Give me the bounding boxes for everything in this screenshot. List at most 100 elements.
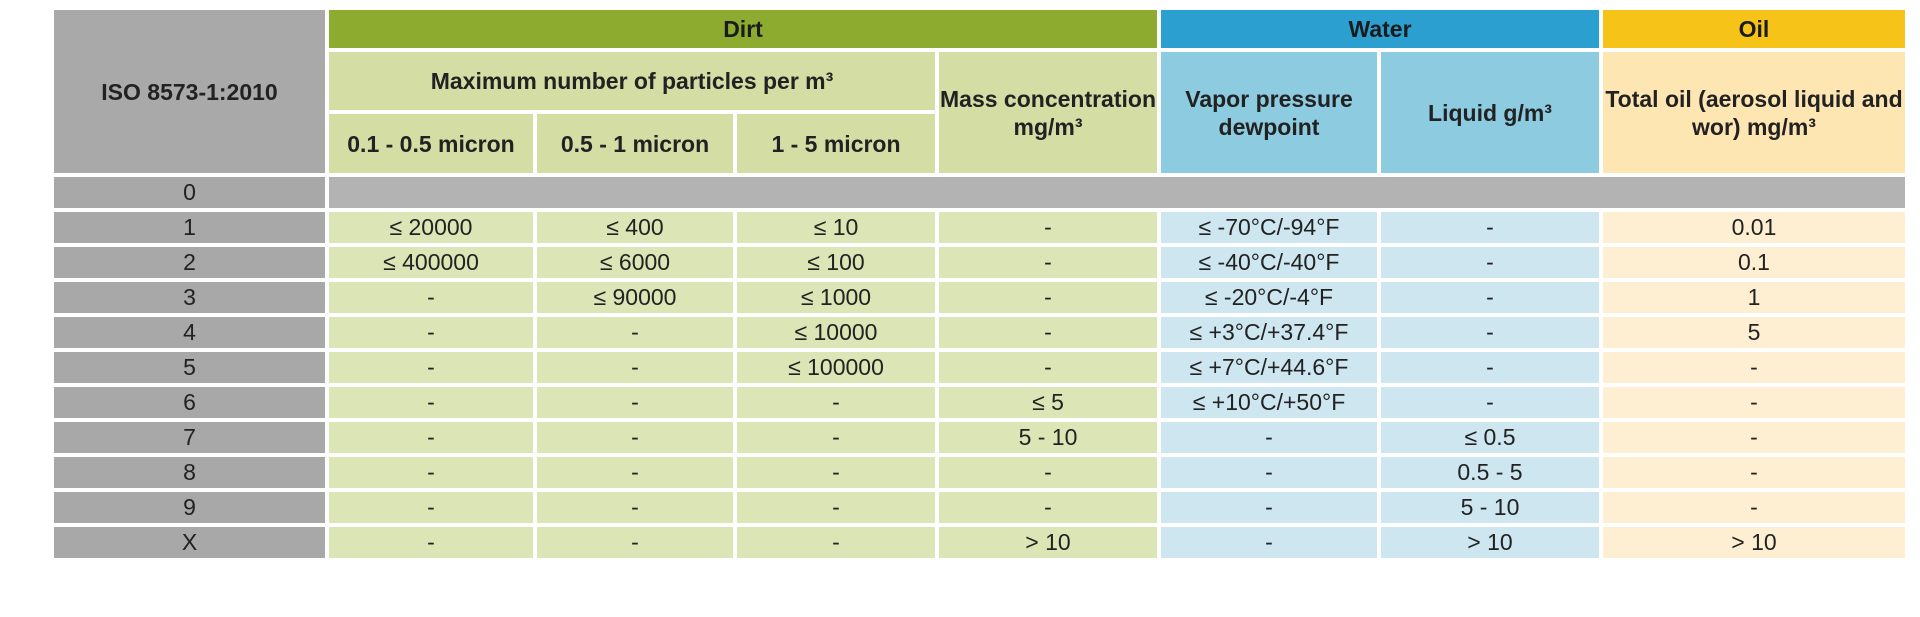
class-cell: X: [54, 527, 325, 558]
value-cell: -: [1603, 457, 1905, 488]
value-cell: -: [737, 527, 935, 558]
value-cell: -: [1603, 387, 1905, 418]
value-cell: -: [1381, 247, 1599, 278]
value-cell: ≤ 5: [939, 387, 1157, 418]
class-cell: 8: [54, 457, 325, 488]
value-cell: -: [939, 457, 1157, 488]
class-cell: 6: [54, 387, 325, 418]
value-cell: ≤ -70°C/-94°F: [1161, 212, 1377, 243]
value-cell: -: [737, 387, 935, 418]
value-cell: -: [1161, 457, 1377, 488]
value-cell: -: [537, 352, 733, 383]
value-cell: ≤ +3°C/+37.4°F: [1161, 317, 1377, 348]
value-cell: > 10: [939, 527, 1157, 558]
table-row: 8- - - - -0.5 - 5-: [54, 457, 1905, 488]
value-cell: -: [939, 212, 1157, 243]
value-cell: > 10: [1603, 527, 1905, 558]
value-cell: -: [737, 492, 935, 523]
value-cell: > 10: [1381, 527, 1599, 558]
value-cell: ≤ 90000: [537, 282, 733, 313]
table-row: 2 ≤ 400000 ≤ 6000 ≤ 100- ≤ -40°C/-40°F -0.1: [54, 247, 1905, 278]
value-cell: -: [1161, 422, 1377, 453]
value-cell: -: [329, 352, 533, 383]
value-cell: -: [737, 457, 935, 488]
table-row: 6- - - ≤ 5 ≤ +10°C/+50°F - -: [54, 387, 1905, 418]
table-row: 9-----5 - 10-: [54, 492, 1905, 523]
value-cell: 5: [1603, 317, 1905, 348]
value-cell: ≤ +7°C/+44.6°F: [1161, 352, 1377, 383]
class-cell: 4: [54, 317, 325, 348]
value-cell: ≤ +10°C/+50°F: [1161, 387, 1377, 418]
value-cell: 1: [1603, 282, 1905, 313]
value-cell: 0.01: [1603, 212, 1905, 243]
value-cell: ≤ 100000: [737, 352, 935, 383]
size-header: 1 - 5 micron: [737, 114, 935, 173]
class-cell: 3: [54, 282, 325, 313]
liquid-header: Liquid g/m³: [1381, 52, 1599, 173]
value-cell: -: [329, 317, 533, 348]
value-cell: -: [939, 282, 1157, 313]
value-cell: ≤ 20000: [329, 212, 533, 243]
standard-header: ISO 8573-1:2010: [54, 10, 325, 173]
particles-header: Maximum number of particles per m³: [329, 52, 935, 110]
class-cell: 1: [54, 212, 325, 243]
table-row: X - - - > 10- > 10 > 10: [54, 527, 1905, 558]
value-cell: -: [537, 387, 733, 418]
mass-header: Mass concentration mg/m³: [939, 52, 1157, 173]
value-cell: ≤ 6000: [537, 247, 733, 278]
table-row: 3- ≤ 90000 ≤ 1000- ≤ -20°C/-4°F -1: [54, 282, 1905, 313]
value-cell: -: [1161, 492, 1377, 523]
value-cell: -: [939, 492, 1157, 523]
value-cell: -: [537, 527, 733, 558]
value-cell: -: [329, 387, 533, 418]
value-cell: 0.1: [1603, 247, 1905, 278]
value-cell: -: [737, 422, 935, 453]
size-header: 0.5 - 1 micron: [537, 114, 733, 173]
size-header: 0.1 - 0.5 micron: [329, 114, 533, 173]
class-cell: 9: [54, 492, 325, 523]
value-cell: -: [537, 492, 733, 523]
value-cell: -: [939, 247, 1157, 278]
water-header: Water: [1161, 10, 1599, 48]
table-row: 5- - ≤ 100000- ≤ +7°C/+44.6°F - -: [54, 352, 1905, 383]
value-cell: ≤ 1000: [737, 282, 935, 313]
value-cell: -: [1603, 492, 1905, 523]
value-cell: -: [1603, 352, 1905, 383]
empty-span: [329, 177, 1905, 208]
total-oil-header: Total oil (aerosol liquid and wor) mg/m³: [1603, 52, 1905, 173]
value-cell: -: [1161, 527, 1377, 558]
value-cell: -: [329, 422, 533, 453]
value-cell: 5 - 10: [1381, 492, 1599, 523]
value-cell: -: [537, 317, 733, 348]
dirt-header: Dirt: [329, 10, 1157, 48]
value-cell: -: [329, 282, 533, 313]
value-cell: -: [939, 317, 1157, 348]
value-cell: ≤ 400: [537, 212, 733, 243]
class-cell: 0: [54, 177, 325, 208]
value-cell: 5 - 10: [939, 422, 1157, 453]
value-cell: ≤ -20°C/-4°F: [1161, 282, 1377, 313]
value-cell: -: [1603, 422, 1905, 453]
value-cell: ≤ 0.5: [1381, 422, 1599, 453]
value-cell: ≤ -40°C/-40°F: [1161, 247, 1377, 278]
value-cell: -: [537, 422, 733, 453]
value-cell: -: [1381, 317, 1599, 348]
value-cell: -: [329, 492, 533, 523]
table-row: 1 ≤ 20000 ≤ 400 ≤ 10- ≤ -70°C/-94°F -0.01: [54, 212, 1905, 243]
class-cell: 7: [54, 422, 325, 453]
value-cell: -: [329, 457, 533, 488]
value-cell: -: [1381, 352, 1599, 383]
value-cell: ≤ 10: [737, 212, 935, 243]
table-row: 4- - ≤ 10000- ≤ +3°C/+37.4°F -5: [54, 317, 1905, 348]
class-cell: 5: [54, 352, 325, 383]
value-cell: -: [1381, 387, 1599, 418]
value-cell: ≤ 400000: [329, 247, 533, 278]
value-cell: -: [329, 527, 533, 558]
value-cell: -: [1381, 212, 1599, 243]
table-row: 0: [54, 177, 1905, 208]
value-cell: -: [537, 457, 733, 488]
value-cell: 0.5 - 5: [1381, 457, 1599, 488]
value-cell: -: [939, 352, 1157, 383]
vapor-header: Vapor pressure dewpoint: [1161, 52, 1377, 173]
